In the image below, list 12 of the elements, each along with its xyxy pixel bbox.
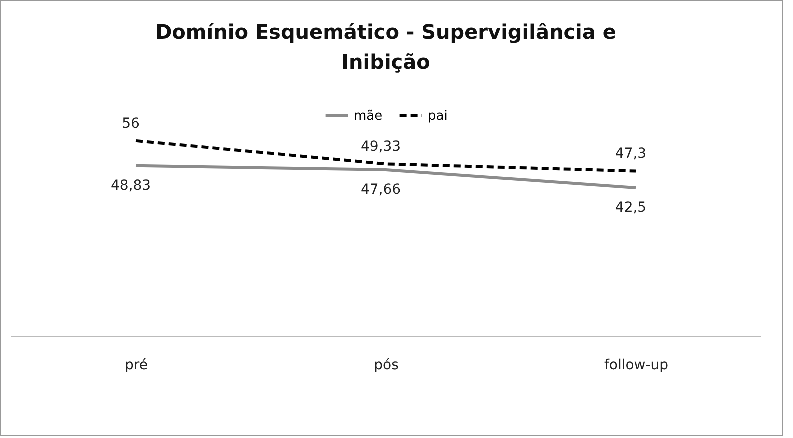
data-label: 48,83 [110, 178, 152, 194]
legend-label: pai [428, 109, 448, 124]
legend-label: mãe [354, 109, 383, 124]
data-label: 42,5 [615, 200, 647, 216]
data-label: 47,3 [615, 146, 647, 162]
data-label: 56 [122, 116, 140, 132]
chart-title: Domínio Esquemático - Supervigilância e Inibição [156, 20, 616, 74]
data-label: 47,66 [360, 182, 402, 198]
data-label: 49,33 [360, 139, 402, 156]
x-tick-label: follow-up [604, 358, 669, 374]
x-tick-label: pós [374, 358, 399, 374]
x-tick-label: pré [125, 358, 148, 374]
